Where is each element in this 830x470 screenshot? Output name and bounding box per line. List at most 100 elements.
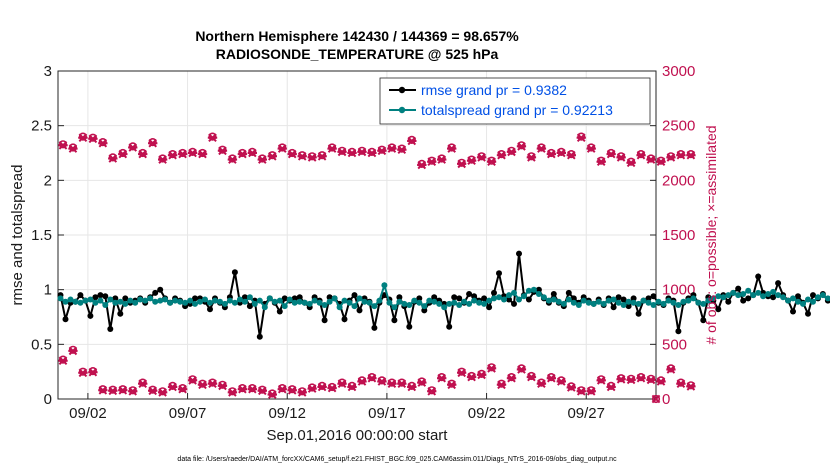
- obs-possible-marker: [497, 150, 506, 159]
- spread-point: [326, 298, 333, 305]
- obs-assimilated-marker: [78, 133, 88, 143]
- spread-point: [525, 287, 532, 294]
- obs-assimilated-marker: [118, 385, 128, 395]
- obs-assimilated-marker: [247, 148, 257, 158]
- spread-point: [535, 291, 542, 297]
- spread-point: [570, 299, 577, 306]
- spread-point: [122, 300, 129, 307]
- obs-assimilated-marker: [247, 384, 257, 394]
- footer-datafile: data file: /Users/raeder/DAI/ATM_forcXX/…: [177, 456, 617, 463]
- spread-point: [341, 297, 348, 304]
- rmse-point: [406, 323, 413, 330]
- spread-point: [231, 299, 238, 306]
- spread-point: [635, 300, 642, 307]
- obs-assimilated-marker: [596, 157, 606, 167]
- obs-assimilated-marker: [367, 373, 377, 383]
- series-layer: [57, 132, 830, 404]
- chart-subtitle: RADIOSONDE_TEMPERATURE @ 525 hPa: [216, 46, 499, 62]
- obs-assimilated-marker: [297, 151, 307, 161]
- obs-possible-marker: [318, 151, 327, 160]
- y2-tick-label: 0: [662, 391, 670, 408]
- spread-point: [670, 299, 677, 306]
- obs-possible-marker: [168, 150, 177, 159]
- spread-point: [386, 299, 393, 306]
- rmse-point: [496, 270, 502, 277]
- rmse-point: [157, 286, 164, 293]
- obs-possible-marker: [347, 381, 357, 391]
- obs-possible-marker: [357, 146, 367, 155]
- rmse-point: [97, 292, 104, 299]
- obs-possible-marker: [497, 379, 506, 388]
- spread-point: [810, 298, 816, 305]
- spread-point: [77, 299, 84, 306]
- spread-point: [147, 295, 154, 302]
- obs-possible-marker: [288, 385, 297, 394]
- spread-point: [172, 297, 179, 304]
- obs-assimilated-marker: [327, 144, 337, 153]
- spread-point: [600, 300, 607, 307]
- obs-possible-marker: [308, 383, 317, 392]
- obs-assimilated-marker: [676, 150, 686, 160]
- obs-assimilated-marker: [397, 145, 407, 155]
- obs-assimilated-marker: [237, 384, 248, 394]
- spread-point: [481, 300, 488, 307]
- spread-point: [207, 299, 213, 306]
- obs-assimilated-marker: [357, 147, 367, 157]
- obs-assimilated-marker: [556, 377, 566, 386]
- obs-possible-marker: [377, 376, 387, 385]
- spread-point: [406, 302, 413, 308]
- obs-assimilated-marker: [98, 138, 108, 148]
- rmse-point: [775, 280, 782, 287]
- grid: [58, 71, 656, 399]
- spread-point: [82, 297, 89, 304]
- obs-assimilated-marker: [257, 155, 267, 164]
- y2-ticks: 0 500 1000 1500 2000 2500 3000: [650, 63, 695, 408]
- legend-rmse-marker: [398, 86, 406, 94]
- obs-possible-marker: [517, 364, 526, 373]
- spread-point: [491, 295, 497, 302]
- spread-point: [67, 296, 74, 303]
- rmse-point: [256, 333, 263, 340]
- obs-possible-marker: [228, 154, 237, 163]
- obs-assimilated-marker: [496, 150, 507, 160]
- rmse-point: [107, 326, 114, 332]
- spread-point: [755, 289, 762, 296]
- obs-assimilated-marker: [68, 144, 78, 153]
- obs-assimilated-marker: [457, 368, 467, 378]
- y2-tick-label: 1000: [662, 282, 695, 299]
- obs-assimilated-marker: [506, 147, 517, 157]
- rmse-point: [241, 294, 248, 301]
- obs-assimilated-marker: [417, 160, 427, 170]
- spread-point: [376, 297, 383, 304]
- spread-point: [466, 300, 473, 307]
- obs-possible-marker: [447, 143, 456, 152]
- obs-possible-marker: [686, 150, 696, 159]
- spread-point: [401, 300, 408, 307]
- obs-assimilated-marker: [78, 368, 88, 378]
- spread-point: [381, 282, 388, 289]
- obs-assimilated-marker: [666, 365, 676, 374]
- obs-assimilated-marker: [596, 376, 606, 385]
- spread-point: [565, 296, 572, 303]
- spread-point: [471, 297, 478, 304]
- rmse-point: [620, 296, 627, 303]
- spread-point: [765, 291, 772, 297]
- obs-assimilated-marker: [586, 144, 596, 153]
- obs-assimilated-marker: [187, 148, 198, 158]
- spread-point: [167, 299, 174, 306]
- spread-point: [540, 294, 547, 301]
- obs-assimilated-marker: [566, 383, 576, 392]
- obs-possible-marker: [557, 147, 566, 156]
- obs-possible-marker: [686, 381, 696, 390]
- spread-point: [665, 297, 672, 304]
- spread-point: [530, 286, 537, 293]
- obs-assimilated-marker: [626, 158, 636, 168]
- spread-point: [705, 297, 712, 304]
- obs-possible-marker: [118, 148, 127, 158]
- obs-assimilated-marker: [357, 377, 367, 386]
- rmse-point: [207, 306, 213, 313]
- obs-possible-marker: [507, 373, 516, 382]
- obs-possible-marker: [626, 157, 636, 166]
- rmse-point: [700, 317, 707, 324]
- legend-rmse-label: rmse grand pr = 0.9382: [421, 82, 567, 98]
